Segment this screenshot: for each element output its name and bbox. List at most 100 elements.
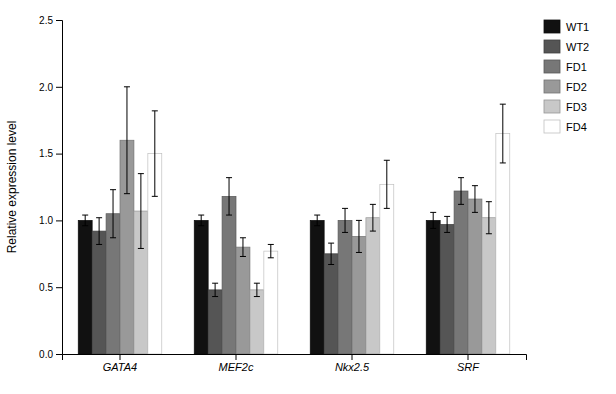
x-tick: GATA4: [103, 354, 137, 373]
x-axis-line: [63, 355, 527, 361]
error-bar-cap: [254, 296, 260, 297]
plot: 0.00.51.01.52.02.5GATA4MEF2cNkx2.5SRF: [39, 15, 526, 373]
error-bar-line: [345, 208, 346, 232]
legend-label: FD1: [566, 61, 587, 73]
error-bar-cap: [356, 252, 362, 253]
bar: [78, 220, 92, 354]
error-bar-line: [474, 186, 475, 213]
error-bar-line: [502, 104, 503, 163]
error-bar: [268, 244, 274, 257]
x-tick-label: SRF: [457, 361, 480, 373]
y-tick-mark: [56, 354, 62, 355]
error-bar-cap: [268, 244, 274, 245]
x-tick: MEF2c: [219, 354, 254, 373]
error-bar-line: [85, 215, 86, 226]
error-bar-cap: [124, 193, 130, 194]
error-bar-cap: [458, 177, 464, 178]
legend-item: FD2: [544, 80, 587, 93]
legend-label: FD2: [566, 81, 587, 93]
error-bar-cap: [370, 231, 376, 232]
series: [120, 87, 482, 354]
x-tick-mark: [468, 354, 469, 360]
error-bar-line: [488, 202, 489, 234]
bar: [264, 251, 278, 354]
error-bar-cap: [254, 283, 260, 284]
marks: [78, 87, 510, 354]
bar: [366, 218, 380, 354]
bar: [468, 199, 482, 354]
error-bar-line: [447, 216, 448, 232]
x-tick-mark: [236, 354, 237, 360]
error-bar-cap: [82, 215, 88, 216]
error-bar: [342, 208, 348, 232]
error-bar: [458, 178, 464, 205]
error-bar-cap: [472, 212, 478, 213]
y-tick-label: 0.0: [39, 349, 53, 360]
series: [148, 104, 510, 354]
error-bar-cap: [486, 201, 492, 202]
error-bar-cap: [82, 225, 88, 226]
x-tick-label: MEF2c: [219, 361, 254, 373]
y-tick-label: 2.5: [39, 15, 53, 26]
x-axis: GATA4 MEF2c Nkx2.5 SRF: [63, 354, 527, 373]
error-bar: [254, 283, 260, 296]
x-tick: SRF: [457, 354, 480, 373]
error-bar-cap: [138, 248, 144, 249]
legend-swatch: [544, 100, 560, 113]
y-axis: 0.00.51.01.52.02.5: [39, 15, 62, 360]
error-bar: [384, 160, 390, 208]
legend-swatch: [544, 80, 560, 93]
y-tick: 0.5: [39, 282, 62, 293]
legend-item: WT2: [544, 40, 589, 53]
y-tick: 1.5: [39, 148, 62, 159]
error-bar-cap: [384, 160, 390, 161]
y-tick-mark: [56, 287, 62, 288]
error-bar-line: [113, 190, 114, 238]
legend-label: WT1: [566, 21, 589, 33]
legend-swatch: [544, 20, 560, 33]
bar: [496, 134, 510, 354]
error-bar-cap: [500, 162, 506, 163]
error-bar: [198, 215, 204, 226]
error-bar-cap: [96, 244, 102, 245]
y-axis-line: [56, 21, 63, 355]
error-bar: [124, 87, 130, 194]
chart: 0.00.51.01.52.02.5GATA4MEF2cNkx2.5SRFRel…: [0, 0, 616, 394]
legend: WT1 WT2 FD1 FD2 FD3 FD4: [544, 20, 589, 133]
error-bar-line: [358, 220, 359, 252]
legend-item: FD4: [544, 120, 587, 133]
x-tick: Nkx2.5: [335, 354, 370, 373]
error-bar-line: [140, 174, 141, 249]
error-bar: [328, 243, 334, 264]
error-bar: [212, 283, 218, 296]
error-bar-line: [215, 283, 216, 296]
error-bar-cap: [240, 256, 246, 257]
error-bar-cap: [240, 237, 246, 238]
legend-label: FD4: [566, 121, 587, 133]
error-bar-cap: [138, 173, 144, 174]
error-bar-cap: [430, 212, 436, 213]
error-bar-line: [201, 215, 202, 226]
error-bar-cap: [356, 220, 362, 221]
error-bar-cap: [96, 217, 102, 218]
error-bar-cap: [486, 233, 492, 234]
error-bar: [138, 174, 144, 249]
error-bar-cap: [212, 283, 218, 284]
error-bar-cap: [268, 257, 274, 258]
error-bar: [370, 204, 376, 231]
y-tick: 2.5: [39, 15, 62, 26]
error-bar: [444, 216, 450, 232]
error-bar-cap: [444, 232, 450, 233]
error-bar-cap: [342, 232, 348, 233]
error-bar-cap: [328, 264, 334, 265]
bar: [338, 220, 352, 354]
error-bar-line: [126, 87, 127, 194]
error-bar: [430, 212, 436, 228]
error-bar-cap: [370, 204, 376, 205]
error-bar-cap: [198, 215, 204, 216]
error-bar-line: [461, 178, 462, 205]
legend-label: FD3: [566, 101, 587, 113]
error-bar-cap: [152, 110, 158, 111]
legend-swatch: [544, 40, 560, 53]
error-bar-cap: [444, 216, 450, 217]
